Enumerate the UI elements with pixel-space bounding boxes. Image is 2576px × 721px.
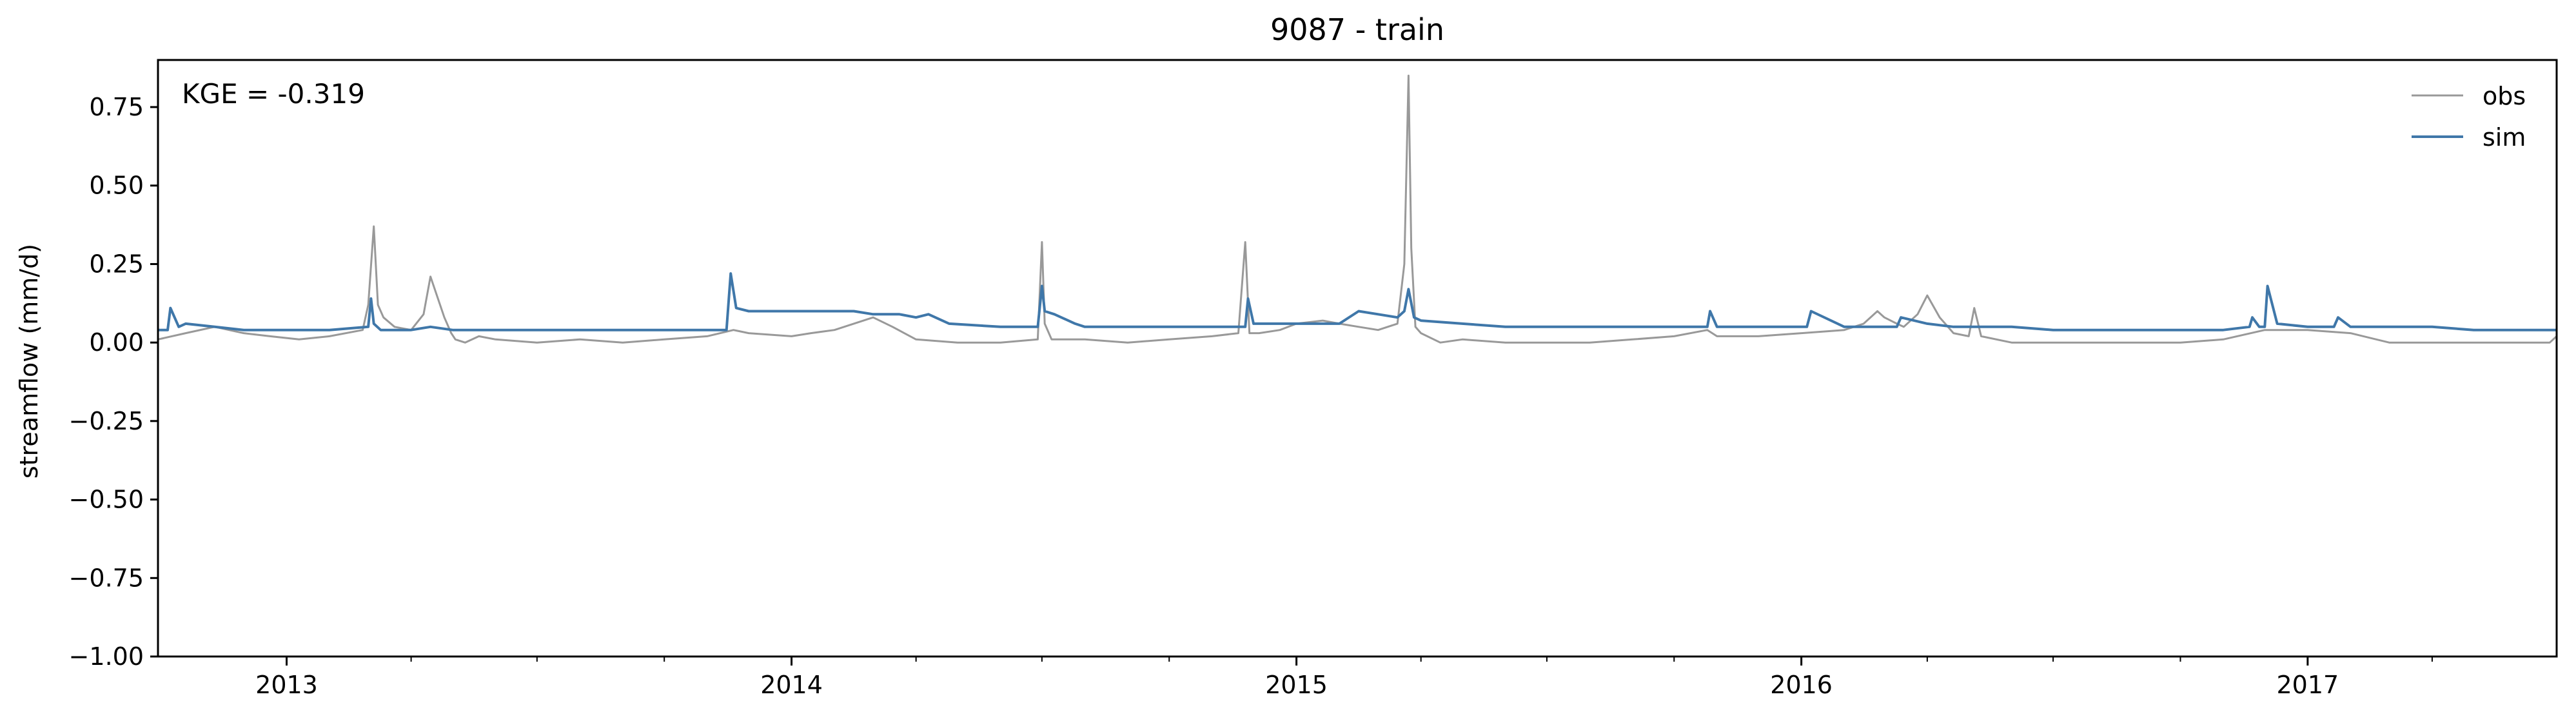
x-tick-label: 2016 <box>1770 671 1833 699</box>
y-axis-label: streamflow (mm/d) <box>15 244 43 479</box>
y-tick-label: 0.50 <box>89 172 144 200</box>
y-tick-label: −0.50 <box>69 486 144 514</box>
x-tick-label: 2015 <box>1265 671 1328 699</box>
legend-label-sim: sim <box>2483 123 2526 152</box>
axes-frame <box>157 59 2558 658</box>
y-tick-label: −0.25 <box>69 407 144 435</box>
x-axis: 2013 2014 2015 2016 2017 <box>255 657 2433 699</box>
chart-title: 9087 - train <box>1270 12 1444 47</box>
y-tick-label: 0.00 <box>89 328 144 357</box>
plot-area <box>157 59 2558 658</box>
y-tick-label: 0.75 <box>89 93 144 121</box>
legend: obs sim <box>2412 82 2526 152</box>
y-tick-label: −0.75 <box>69 564 144 592</box>
series-line-sim <box>158 272 2557 331</box>
y-axis: −1.00 −0.75 −0.50 −0.25 0.00 0.25 0.50 0.75 <box>69 93 158 671</box>
y-tick-label: −1.00 <box>69 642 144 671</box>
kge-annotation: KGE = -0.319 <box>182 78 365 110</box>
x-tick-label: 2017 <box>2276 671 2339 699</box>
legend-label-obs: obs <box>2483 82 2526 110</box>
series-layer <box>158 74 2557 344</box>
x-tick-label: 2013 <box>255 671 318 699</box>
x-tick-label: 2014 <box>760 671 823 699</box>
y-tick-label: 0.25 <box>89 250 144 278</box>
